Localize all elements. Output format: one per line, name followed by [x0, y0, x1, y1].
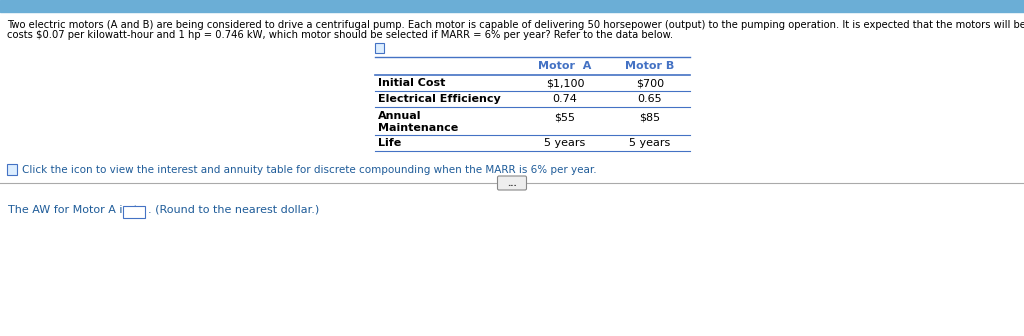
Text: Annual: Annual [378, 111, 422, 121]
Text: $1,100: $1,100 [546, 78, 585, 88]
Text: Life: Life [378, 138, 401, 148]
Text: Motor B: Motor B [626, 61, 675, 71]
Text: $700: $700 [636, 78, 664, 88]
FancyBboxPatch shape [498, 176, 526, 190]
Text: Initial Cost: Initial Cost [378, 78, 445, 88]
Bar [7, 164, 17, 175]
Text: The AW for Motor A is $: The AW for Motor A is $ [8, 205, 138, 215]
Text: Click the icon to view the interest and annuity table for discrete compounding w: Click the icon to view the interest and … [22, 165, 597, 175]
Text: Maintenance: Maintenance [378, 123, 459, 133]
Text: 0.74: 0.74 [553, 94, 578, 104]
Text: 0.65: 0.65 [638, 94, 663, 104]
Bar [0, 0, 1024, 12]
Text: Two electric motors (A and B) are being considered to drive a centrifugal pump. : Two electric motors (A and B) are being … [7, 20, 1024, 30]
Text: $55: $55 [555, 113, 575, 123]
Text: $85: $85 [639, 113, 660, 123]
Text: Motor  A: Motor A [539, 61, 592, 71]
Bar [375, 43, 384, 53]
Text: ...: ... [507, 178, 517, 187]
Text: . (Round to the nearest dollar.): . (Round to the nearest dollar.) [148, 205, 319, 215]
Text: 5 years: 5 years [545, 138, 586, 148]
Bar [123, 206, 145, 218]
Text: Electrical Efficiency: Electrical Efficiency [378, 94, 501, 104]
Text: costs $0.07 per kilowatt-hour and 1 hp = 0.746 kW, which motor should be selecte: costs $0.07 per kilowatt-hour and 1 hp =… [7, 30, 673, 40]
Text: 5 years: 5 years [630, 138, 671, 148]
